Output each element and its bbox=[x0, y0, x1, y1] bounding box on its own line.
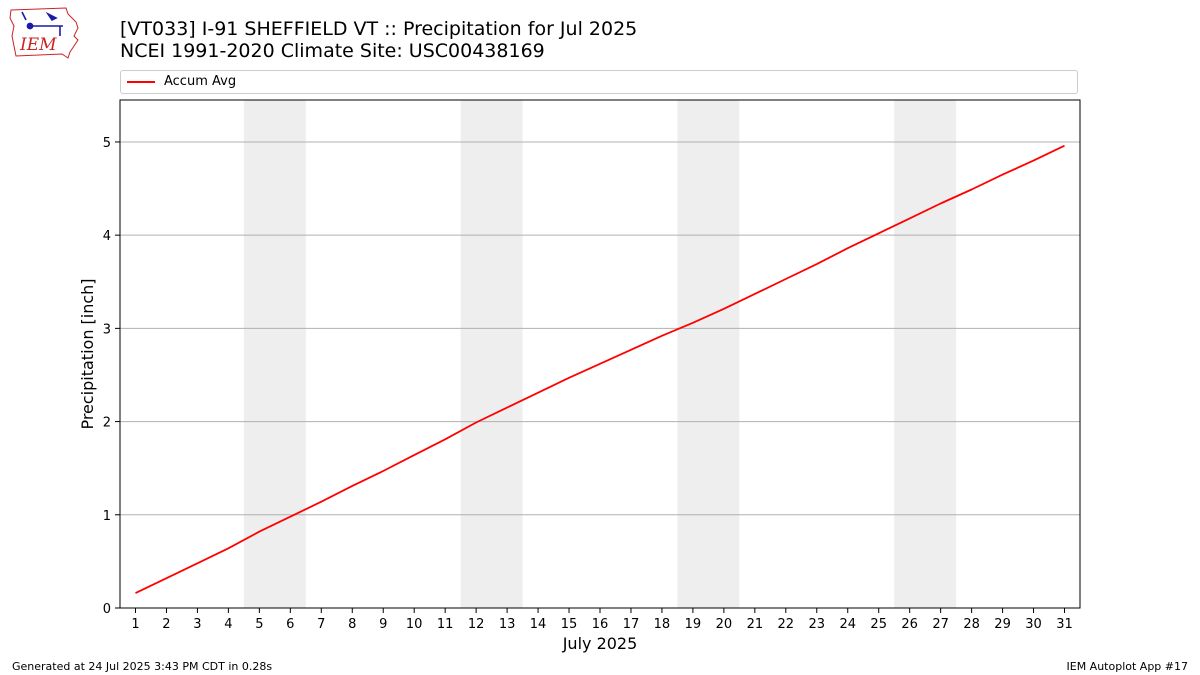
x-tick-label-19: 19 bbox=[685, 617, 702, 632]
weekend-band-3 bbox=[894, 100, 957, 608]
x-tick-label-3: 3 bbox=[193, 617, 201, 632]
x-tick-label-10: 10 bbox=[406, 617, 423, 632]
x-tick-label-30: 30 bbox=[1025, 617, 1042, 632]
y-tick-label-5: 5 bbox=[103, 136, 111, 151]
x-tick-label-27: 27 bbox=[932, 617, 949, 632]
x-tick-label-5: 5 bbox=[255, 617, 263, 632]
x-tick-label-21: 21 bbox=[747, 617, 764, 632]
chart-subtitle: NCEI 1991-2020 Climate Site: USC00438169 bbox=[120, 40, 545, 62]
x-tick-label-15: 15 bbox=[561, 617, 578, 632]
x-tick-label-1: 1 bbox=[131, 617, 139, 632]
x-tick-label-7: 7 bbox=[317, 617, 325, 632]
x-tick-label-13: 13 bbox=[499, 617, 516, 632]
series-line-accum-avg bbox=[135, 144, 1065, 594]
x-tick-label-4: 4 bbox=[224, 617, 232, 632]
y-tick-label-2: 2 bbox=[103, 416, 111, 431]
x-tick-label-25: 25 bbox=[870, 617, 887, 632]
y-tick-label-1: 1 bbox=[103, 509, 111, 524]
iowa-outline-icon bbox=[9, 7, 79, 59]
footer-generated: Generated at 24 Jul 2025 3:43 PM CDT in … bbox=[12, 660, 273, 673]
weather-station-icon bbox=[21, 11, 63, 36]
x-tick-label-24: 24 bbox=[839, 617, 856, 632]
weekend-band-0 bbox=[243, 100, 306, 608]
x-tick-label-26: 26 bbox=[901, 617, 918, 632]
x-tick-label-14: 14 bbox=[530, 617, 547, 632]
x-tick-label-20: 20 bbox=[716, 617, 733, 632]
x-tick-label-29: 29 bbox=[994, 617, 1011, 632]
iem-logo-text: IEM bbox=[19, 35, 57, 55]
y-axis-label: Precipitation [inch] bbox=[78, 278, 97, 429]
weekend-band-2 bbox=[677, 100, 740, 608]
x-tick-label-6: 6 bbox=[286, 617, 294, 632]
x-tick-label-18: 18 bbox=[654, 617, 671, 632]
y-tick-label-3: 3 bbox=[103, 322, 111, 337]
weekend-band-1 bbox=[460, 100, 523, 608]
x-tick-label-11: 11 bbox=[437, 617, 454, 632]
chart-title: [VT033] I-91 SHEFFIELD VT :: Precipitati… bbox=[120, 18, 638, 40]
x-tick-label-12: 12 bbox=[468, 617, 485, 632]
x-axis-label: July 2025 bbox=[562, 634, 638, 653]
x-tick-label-2: 2 bbox=[162, 617, 170, 632]
legend-swatch-accum-avg bbox=[127, 81, 155, 83]
legend-label-accum-avg: Accum Avg bbox=[164, 74, 237, 89]
x-tick-label-16: 16 bbox=[592, 617, 609, 632]
plot-frame bbox=[119, 99, 1081, 609]
footer-app: IEM Autoplot App #17 bbox=[1066, 660, 1189, 673]
x-tick-label-8: 8 bbox=[348, 617, 356, 632]
y-tick-label-4: 4 bbox=[103, 229, 111, 244]
x-tick-label-22: 22 bbox=[778, 617, 795, 632]
legend: Accum Avg bbox=[120, 70, 1078, 94]
x-tick-label-9: 9 bbox=[379, 617, 387, 632]
x-tick-label-23: 23 bbox=[809, 617, 826, 632]
x-tick-label-28: 28 bbox=[963, 617, 980, 632]
x-tick-label-31: 31 bbox=[1056, 617, 1073, 632]
y-tick-label-0: 0 bbox=[103, 602, 111, 617]
x-tick-label-17: 17 bbox=[623, 617, 640, 632]
iem-logo: IEM bbox=[9, 7, 79, 59]
